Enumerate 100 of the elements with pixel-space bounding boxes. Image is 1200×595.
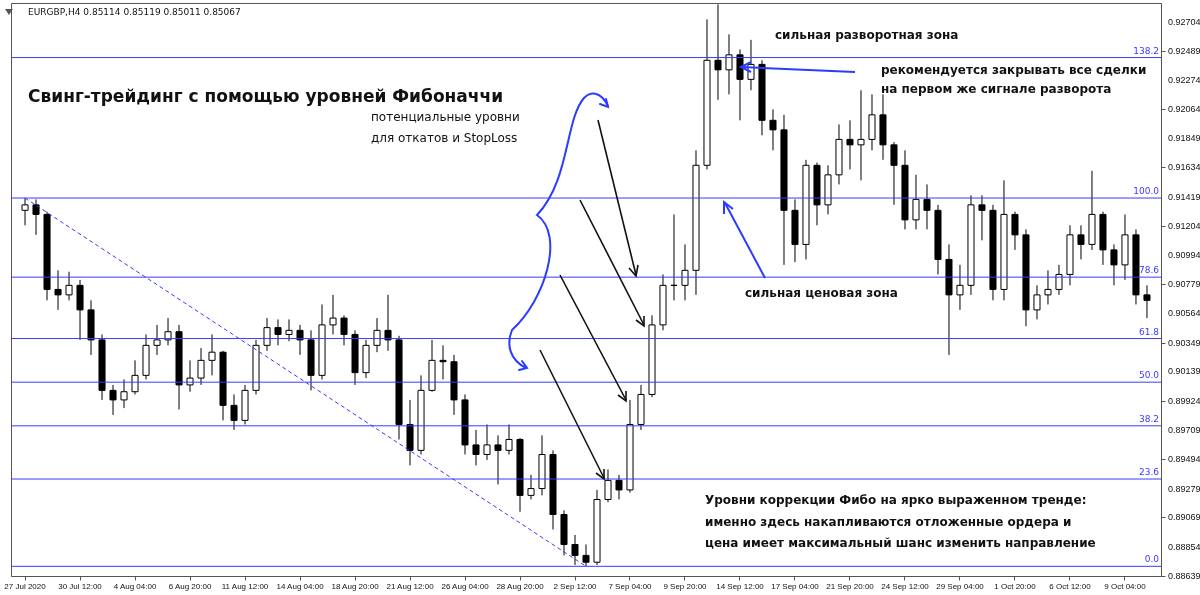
candlestick	[131, 359, 139, 395]
x-tick-label: 17 Sep 04:00	[771, 581, 820, 591]
x-tick-label: 14 Aug 04:00	[276, 581, 325, 591]
annotation: 0.0	[1144, 554, 1160, 565]
candlestick	[923, 183, 931, 230]
x-tick-label: 21 Aug 12:00	[386, 581, 435, 591]
candlestick	[439, 344, 447, 380]
candlestick	[230, 393, 238, 431]
y-tick-label: 0.88854	[1168, 541, 1200, 552]
candlestick	[912, 174, 920, 230]
y-tick-label: 0.89924	[1168, 395, 1200, 406]
annotation: 38.2	[1138, 413, 1159, 424]
candlestick	[1110, 243, 1118, 286]
candlestick	[1033, 284, 1041, 320]
candlestick	[483, 423, 491, 461]
annotation: 23.6	[1138, 467, 1160, 478]
annotation: потенциальные уровни для откатов и StopLoss	[371, 110, 520, 145]
x-tick-label: 26 Aug 04:00	[441, 581, 490, 591]
candlestick	[384, 294, 392, 352]
candlestick	[956, 264, 964, 311]
candlestick	[340, 314, 348, 346]
candlestick	[1143, 284, 1151, 319]
y-tick-label: 0.89069	[1168, 512, 1200, 523]
y-tick-label: 0.90139	[1168, 366, 1200, 377]
candlestick	[846, 119, 854, 170]
y-tick-label: 0.92704	[1168, 16, 1200, 27]
y-tick-label: 0.89494	[1168, 454, 1200, 465]
x-tick-label: 11 Aug 12:00	[221, 581, 269, 591]
candlestick	[582, 543, 590, 567]
candlestick	[197, 347, 205, 386]
candlestick	[1044, 269, 1052, 305]
candlestick	[21, 197, 29, 226]
candlestick	[285, 318, 293, 342]
y-tick-label: 0.91419	[1168, 191, 1200, 202]
candlestick	[857, 89, 865, 181]
annotation: рекомендуется закрывать все сделки на первом же сигнале разворота	[881, 63, 1147, 96]
x-tick-label: 1 Oct 20:00	[994, 581, 1037, 591]
candlestick	[714, 3, 722, 101]
candlestick	[681, 243, 689, 301]
annotation: 100.0	[1133, 186, 1160, 197]
annotation: EURGBP,H4 0.85114 0.85119 0.85011 0.85067	[28, 7, 241, 17]
candlestick	[890, 141, 898, 206]
x-tick-label: 7 Sep 04:00	[608, 581, 653, 591]
annotation: 138.2	[1133, 45, 1159, 56]
y-tick-label: 0.89279	[1168, 483, 1200, 494]
y-tick-label: 0.92489	[1168, 45, 1200, 56]
candlestick	[263, 317, 271, 352]
candlestick	[296, 324, 304, 356]
candlestick	[54, 269, 62, 311]
candlestick	[978, 194, 986, 241]
y-tick-label: 0.92274	[1168, 75, 1200, 86]
candlestick	[329, 294, 337, 335]
candlestick	[615, 474, 623, 500]
candlestick	[769, 108, 777, 151]
x-tick-label: 30 Jul 12:00	[58, 581, 103, 591]
candlestick	[1077, 224, 1085, 260]
candlestick	[725, 33, 733, 95]
y-tick-label: 0.92064	[1168, 103, 1200, 114]
x-tick-label: 6 Oct 12:00	[1049, 581, 1092, 591]
y-tick-label: 0.91634	[1168, 162, 1200, 173]
y-tick-label: 0.90564	[1168, 308, 1200, 319]
candlestick	[32, 198, 40, 236]
x-tick-label: 27 Jul 2020	[4, 581, 47, 591]
candlestick	[120, 378, 128, 409]
candlestick	[527, 474, 535, 500]
candlestick	[1011, 211, 1019, 251]
x-tick-label: 29 Sep 04:00	[936, 581, 985, 591]
candlestick	[571, 534, 579, 566]
x-tick-label: 28 Aug 20:00	[496, 581, 545, 591]
x-tick-label: 4 Aug 04:00	[113, 581, 157, 591]
x-tick-label: 24 Sep 12:00	[881, 581, 930, 591]
x-tick-label: 2 Sep 12:00	[553, 581, 598, 591]
annotation: Уровни коррекции Фибо на ярко выраженном тренде: именно здесь накапливаются отложенные ордера и цена имеет максимальный шанс изменить направление	[705, 493, 1096, 550]
y-tick-label: 0.88639	[1168, 571, 1200, 581]
x-tick-label: 9 Sep 20:00	[663, 581, 708, 591]
candlestick	[494, 434, 502, 485]
y-tick-label: 0.90349	[1168, 337, 1200, 348]
annotation: 61.8	[1138, 326, 1160, 337]
y-tick-label: 0.91849	[1168, 133, 1200, 144]
annotation: 50.0	[1138, 370, 1160, 381]
candlestick	[186, 359, 194, 393]
y-tick-label: 0.91204	[1168, 221, 1200, 232]
x-tick-label: 9 Oct 04:00	[1104, 581, 1147, 591]
y-tick-label: 0.90779	[1168, 279, 1200, 290]
y-tick-label: 0.90994	[1168, 249, 1200, 260]
x-tick-label: 21 Sep 20:00	[826, 581, 875, 591]
annotation: сильная ценовая зона	[745, 286, 898, 300]
x-tick-label: 18 Aug 20:00	[331, 581, 380, 591]
candlestick	[109, 384, 117, 416]
candlestick	[164, 317, 172, 346]
candlestick	[505, 423, 513, 455]
x-tick-label: 6 Aug 20:00	[168, 581, 212, 591]
candlestick	[604, 468, 612, 503]
text: Свинг-трейдинг с помощью уровней Фибоначчи	[28, 86, 504, 106]
y-tick-label: 0.89709	[1168, 425, 1200, 436]
candlestick	[1055, 264, 1063, 296]
annotation: сильная разворотная зона	[775, 28, 959, 42]
candlestick	[65, 271, 73, 301]
candlestick	[153, 324, 161, 356]
candlestick	[472, 429, 480, 466]
